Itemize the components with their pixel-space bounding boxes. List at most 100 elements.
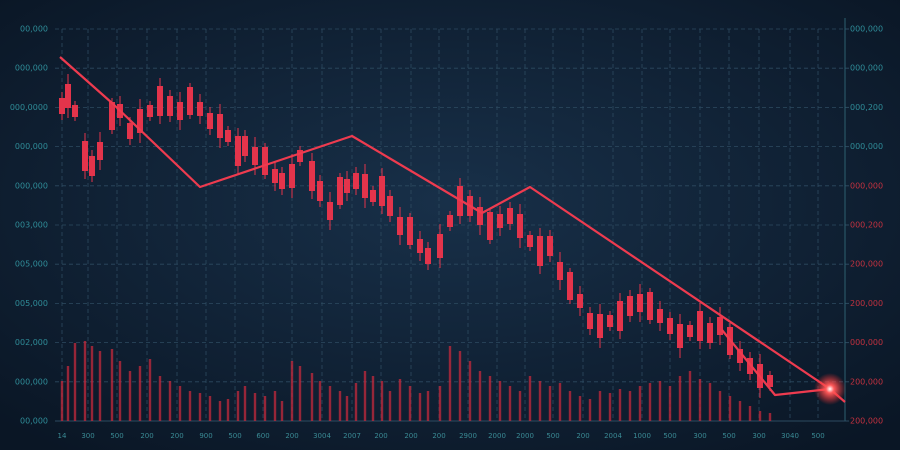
x-tick-label: 200 (140, 432, 153, 440)
y-tick-label: 000,0000 (10, 103, 48, 112)
candle-body (127, 123, 133, 139)
volume-bar (698, 379, 702, 421)
candle-body (370, 190, 376, 202)
volume-bar (110, 349, 114, 421)
x-tick-label: 2004 (604, 432, 622, 440)
volume-bar (438, 386, 442, 421)
candle-body (587, 313, 593, 329)
candle-body (317, 181, 323, 201)
volume-bar (738, 401, 742, 421)
candle-body (187, 87, 193, 115)
volume-bar (728, 396, 732, 421)
candle-body (379, 176, 385, 206)
candle-body (447, 215, 453, 227)
candle-body (235, 136, 241, 166)
volume-bar (73, 343, 77, 421)
volume-bar (138, 366, 142, 421)
x-tick-label: 500 (546, 432, 559, 440)
x-tick-label: 500 (228, 432, 241, 440)
candle-body (657, 309, 663, 323)
candle-body (344, 179, 350, 193)
volume-bar (208, 396, 212, 421)
candle-body (597, 314, 603, 338)
y-tick-label: 005,000 (15, 260, 48, 269)
volume-bar (768, 413, 772, 421)
candle-body (425, 248, 431, 264)
volume-bar (608, 393, 612, 421)
candle-body (647, 292, 653, 320)
candle-body (437, 234, 443, 258)
candle-body (607, 315, 613, 327)
y-tick-label: 00,000 (20, 25, 48, 34)
volume-bar (310, 373, 314, 421)
volume-bar (628, 391, 632, 421)
x-tick-label: 3040 (781, 432, 799, 440)
volume-bar (198, 393, 202, 421)
volume-bar (488, 376, 492, 421)
volume-bar (648, 383, 652, 421)
candle-body (309, 161, 315, 191)
candle-body (327, 202, 333, 220)
candle-body (677, 324, 683, 348)
volume-bar (290, 361, 294, 421)
volume-bar (498, 381, 502, 421)
volume-bar (508, 386, 512, 421)
candle-body (627, 296, 633, 316)
candle-body (262, 147, 268, 175)
volume-bar (218, 401, 222, 421)
candle-body (137, 109, 143, 133)
y2-tick-label: 000,000 (850, 181, 883, 190)
candle-body (279, 173, 285, 189)
x-tick-label: 200 (285, 432, 298, 440)
y2-tick-label: 000,000 (850, 25, 883, 34)
x-tick-label: 300 (752, 432, 765, 440)
candle-body (272, 169, 278, 183)
candle-body (507, 208, 513, 224)
volume-bar (263, 396, 267, 421)
x-tick-label: 200 (170, 432, 183, 440)
candle-body (387, 196, 393, 216)
candle-body (225, 130, 231, 142)
volume-bar (60, 381, 64, 421)
candle-body (487, 212, 493, 240)
volume-bar (226, 399, 230, 421)
volume-bar (90, 346, 94, 421)
x-tick-label: 2900 (459, 432, 477, 440)
candle-body (297, 150, 303, 162)
candle-body (417, 239, 423, 253)
volume-bar (398, 379, 402, 421)
candle-body (767, 375, 773, 387)
candle-body (517, 214, 523, 238)
candle-body (177, 102, 183, 120)
y2-tick-label: 000,200 (850, 103, 883, 112)
volume-bar (568, 391, 572, 421)
trend-line (721, 329, 831, 397)
volume-bar (708, 383, 712, 421)
volume-bar (363, 371, 367, 421)
volume-bar (298, 366, 302, 421)
volume-bar (578, 396, 582, 421)
candle-body (687, 325, 693, 337)
x-tick-label: 500 (110, 432, 123, 440)
candle-body (397, 217, 403, 235)
x-tick-label: 200 (404, 432, 417, 440)
volume-bar (688, 371, 692, 421)
y2-tick-label: 000,200 (850, 221, 883, 230)
x-tick-label: 500 (722, 432, 735, 440)
volume-bar (418, 393, 422, 421)
candle-body (567, 272, 573, 300)
candle-body (697, 311, 703, 341)
volume-bar (658, 381, 662, 421)
volume-bar (668, 386, 672, 421)
volume-bar (718, 391, 722, 421)
volume-bar (388, 391, 392, 421)
candle-body (362, 174, 368, 198)
volume-bar (518, 391, 522, 421)
x-tick-label: 1000 (633, 432, 651, 440)
candle-body (477, 207, 483, 225)
y-tick-label: 000,000 (15, 64, 48, 73)
trend-line (59, 56, 846, 403)
y2-tick-label: 000,000 (850, 338, 883, 347)
candle-body (65, 84, 71, 108)
